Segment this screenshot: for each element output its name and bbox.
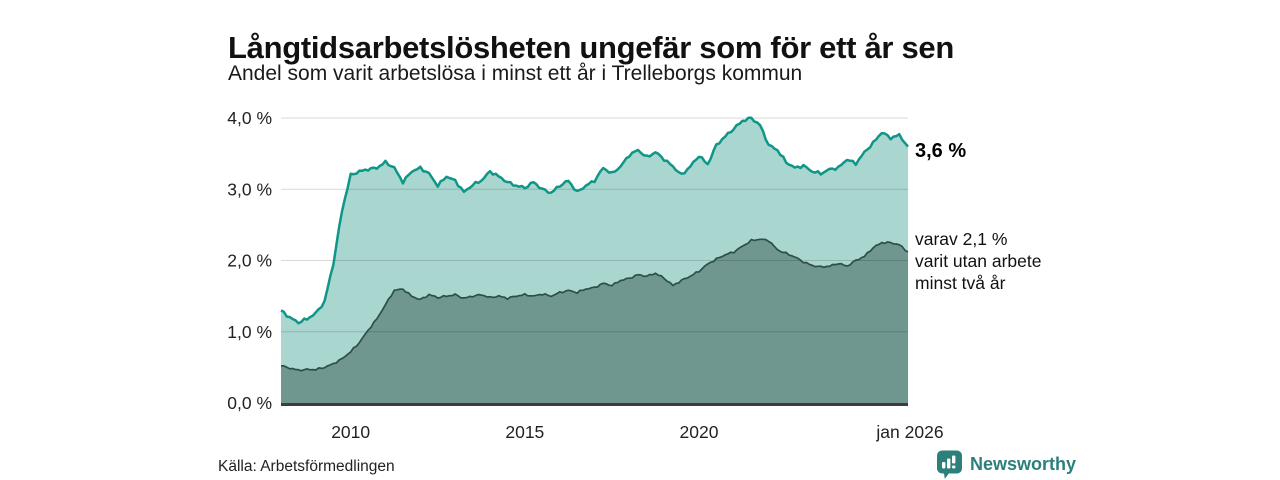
line-total (280, 116, 909, 325)
line-secondary (281, 238, 909, 372)
y-tick-label: 4,0 % (227, 108, 272, 128)
y-tick-label: 2,0 % (227, 251, 272, 271)
y-tick-label: 0,0 % (227, 393, 272, 413)
newsworthy-bubble-chart-icon (937, 450, 962, 479)
y-tick-label: 1,0 % (227, 322, 272, 342)
x-tick-label: jan 2026 (875, 422, 943, 442)
x-tick-label: 2020 (680, 422, 719, 442)
y-tick-label: 3,0 % (227, 179, 272, 199)
x-tick-label: 2010 (331, 422, 370, 442)
source-credit: Källa: Arbetsförmedlingen (218, 458, 395, 475)
total-value-annotation: 3,6 % (915, 140, 967, 162)
secondary-value-annotation: varav 2,1 % varit utan arbete minst två … (915, 229, 1042, 293)
page-title: Långtidsarbetslösheten ungefär som för e… (228, 29, 955, 65)
chart-subtitle: Andel som varit arbetslösa i minst ett å… (228, 62, 803, 85)
newsworthy-logo: Newsworthy (936, 450, 1076, 480)
x-tick-label: 2015 (505, 422, 544, 442)
newsworthy-wordmark: Newsworthy (970, 454, 1077, 474)
area-secondary (281, 239, 908, 403)
